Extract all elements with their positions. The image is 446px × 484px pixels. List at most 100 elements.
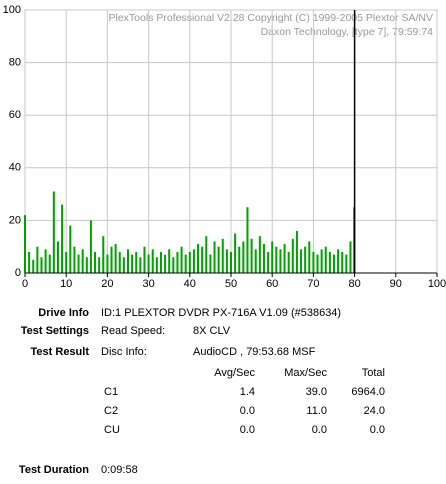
bar [118, 251, 121, 273]
cell: 39.0 [306, 386, 327, 398]
bar [159, 251, 162, 273]
bar [147, 254, 150, 273]
y-tick-label: 40 [9, 162, 21, 174]
x-tick-label: 100 [428, 278, 446, 290]
bar [151, 249, 154, 273]
bar [234, 233, 237, 273]
bar [65, 251, 68, 273]
y-tick-label: 20 [9, 214, 21, 226]
bar [52, 191, 55, 273]
bar [242, 241, 245, 273]
bar [283, 244, 286, 273]
label: Test Result [31, 346, 90, 358]
bar [320, 249, 323, 273]
cell: 11.0 [306, 405, 327, 417]
bar [246, 207, 249, 273]
bar [56, 241, 59, 273]
bar [341, 251, 344, 273]
y-tick-label: 100 [3, 4, 21, 16]
bar [131, 254, 134, 273]
value: AudioCD , 79:53.68 MSF [193, 346, 316, 358]
bar [250, 238, 253, 273]
bar [44, 249, 47, 273]
bar [262, 244, 265, 273]
bar [291, 238, 294, 273]
bar [36, 246, 39, 273]
x-tick-label: 40 [184, 278, 196, 290]
bar [188, 251, 191, 273]
x-tick-label: 20 [101, 278, 113, 290]
x-tick-label: 10 [60, 278, 72, 290]
bar [267, 251, 270, 273]
bar [192, 249, 195, 273]
key: Read Speed: [101, 325, 165, 337]
x-tick-label: 70 [307, 278, 319, 290]
bar [61, 204, 64, 273]
bar [324, 246, 327, 273]
x-tick-label: 60 [266, 278, 278, 290]
bar [184, 254, 187, 273]
bar [295, 230, 298, 273]
bar [143, 246, 146, 273]
bar [139, 257, 142, 273]
bar [180, 246, 183, 273]
bar [40, 257, 43, 273]
x-tick-label: 50 [225, 278, 237, 290]
column-header: Max/Sec [284, 367, 327, 379]
bar [89, 220, 92, 273]
bar [304, 246, 307, 273]
cell: 0.0 [312, 424, 327, 436]
watermark: PlexTools Professional V2.28 Copyright (… [109, 12, 434, 24]
cell: 1.4 [240, 386, 255, 398]
bar [345, 254, 348, 273]
bar [337, 249, 340, 273]
row-label: C2 [104, 405, 118, 417]
bar [238, 246, 241, 273]
bar [32, 259, 35, 273]
bar [217, 246, 220, 273]
bar [48, 254, 51, 273]
bar [176, 251, 179, 273]
value: 8X CLV [193, 325, 231, 337]
x-tick-label: 0 [22, 278, 28, 290]
bar [77, 254, 80, 273]
bar [24, 215, 26, 273]
bar [254, 249, 257, 273]
bar [155, 257, 158, 273]
bar [312, 251, 315, 273]
key: Disc Info: [101, 346, 147, 358]
bar [114, 244, 117, 273]
cell: 24.0 [364, 405, 385, 417]
bar [122, 257, 125, 273]
watermark: Daxon Technology, [type 7], 79:59:74 [261, 26, 434, 38]
bar [221, 238, 224, 273]
bar [172, 257, 175, 273]
bar [258, 236, 261, 273]
x-tick-label: 90 [390, 278, 402, 290]
bar [127, 249, 129, 273]
cell: 6964.0 [351, 386, 385, 398]
bar [69, 225, 72, 273]
value: ID:1 PLEXTOR DVDR PX-716A V1.09 (#538634… [101, 307, 341, 319]
row-label: C1 [104, 386, 118, 398]
bar [349, 241, 352, 273]
bar [308, 241, 311, 273]
bar [102, 236, 105, 273]
label: Test Settings [21, 325, 89, 337]
stats-table: Avg/Sec Max/Sec Total C1 1.4 39.0 6964.0 C2 0.0 1… [104, 367, 385, 436]
bar [168, 249, 171, 273]
value: 0:09:58 [101, 464, 138, 476]
cell: 0.0 [240, 424, 255, 436]
bar [230, 251, 232, 273]
bar [73, 246, 76, 273]
bar [225, 249, 228, 273]
bar [98, 257, 101, 273]
bar [333, 254, 335, 273]
bar [201, 246, 204, 273]
y-tick-label: 60 [9, 109, 21, 121]
bar [106, 254, 109, 273]
x-tick-label: 80 [348, 278, 360, 290]
bar [316, 254, 319, 273]
bar [94, 251, 97, 273]
